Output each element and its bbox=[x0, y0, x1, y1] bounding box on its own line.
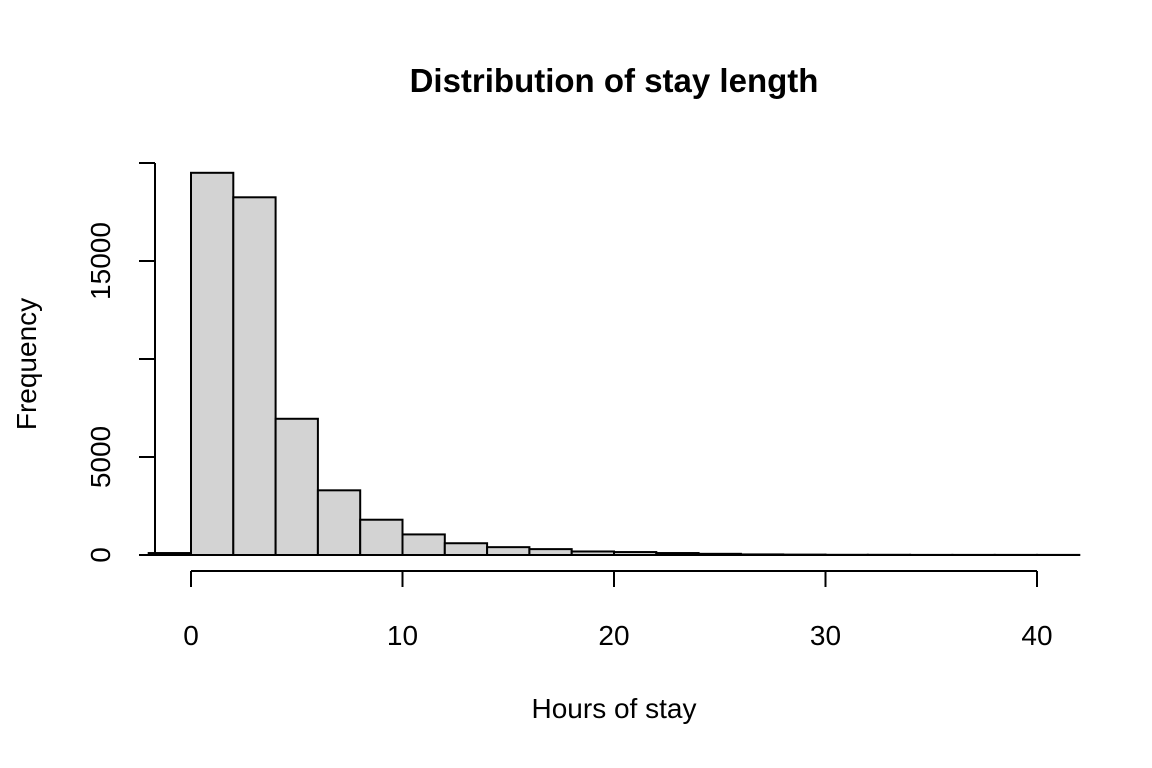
histogram-bar bbox=[443, 542, 489, 556]
y-axis: 0 5000 15000 bbox=[85, 162, 156, 563]
x-tick-label: 10 bbox=[387, 620, 418, 651]
y-tick-label: 15000 bbox=[85, 222, 116, 300]
y-axis-label: Frequency bbox=[11, 298, 42, 430]
histogram-bar bbox=[274, 417, 319, 556]
histogram-bar bbox=[401, 533, 446, 556]
chart-title: Distribution of stay length bbox=[410, 62, 819, 99]
x-axis-label: Hours of stay bbox=[532, 693, 697, 724]
x-tick-label: 30 bbox=[810, 620, 841, 651]
y-tick-label: 5000 bbox=[85, 426, 116, 488]
bars-group bbox=[147, 171, 1081, 557]
histogram-bar bbox=[486, 546, 531, 556]
histogram-bar bbox=[232, 196, 277, 557]
x-tick-label: 0 bbox=[183, 620, 199, 651]
histogram-bar bbox=[190, 171, 235, 557]
x-axis: 0 10 20 30 40 bbox=[183, 570, 1053, 651]
x-tick-label: 20 bbox=[598, 620, 629, 651]
histogram-bar bbox=[359, 518, 404, 556]
x-tick-label: 40 bbox=[1021, 620, 1052, 651]
y-tick-label: 0 bbox=[85, 547, 116, 563]
histogram-bar bbox=[316, 489, 362, 557]
